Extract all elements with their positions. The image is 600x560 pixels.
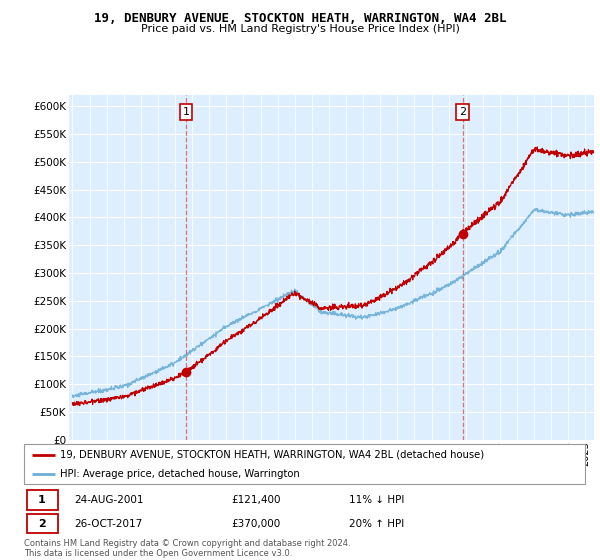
Text: 11% ↓ HPI: 11% ↓ HPI	[349, 495, 405, 505]
Text: HPI: Average price, detached house, Warrington: HPI: Average price, detached house, Warr…	[61, 469, 300, 478]
Text: £121,400: £121,400	[232, 495, 281, 505]
Text: Contains HM Land Registry data © Crown copyright and database right 2024.
This d: Contains HM Land Registry data © Crown c…	[24, 539, 350, 558]
Text: 1: 1	[182, 107, 190, 117]
FancyBboxPatch shape	[24, 444, 585, 484]
Text: 19, DENBURY AVENUE, STOCKTON HEATH, WARRINGTON, WA4 2BL (detached house): 19, DENBURY AVENUE, STOCKTON HEATH, WARR…	[61, 450, 485, 460]
Text: 2: 2	[38, 519, 46, 529]
FancyBboxPatch shape	[27, 490, 58, 510]
Text: 20% ↑ HPI: 20% ↑ HPI	[349, 519, 404, 529]
Text: 19, DENBURY AVENUE, STOCKTON HEATH, WARRINGTON, WA4 2BL: 19, DENBURY AVENUE, STOCKTON HEATH, WARR…	[94, 12, 506, 25]
Text: 2: 2	[459, 107, 466, 117]
Text: Price paid vs. HM Land Registry's House Price Index (HPI): Price paid vs. HM Land Registry's House …	[140, 24, 460, 34]
Text: 26-OCT-2017: 26-OCT-2017	[74, 519, 143, 529]
Text: £370,000: £370,000	[232, 519, 281, 529]
Text: 1: 1	[38, 495, 46, 505]
Text: 24-AUG-2001: 24-AUG-2001	[74, 495, 144, 505]
FancyBboxPatch shape	[27, 514, 58, 534]
